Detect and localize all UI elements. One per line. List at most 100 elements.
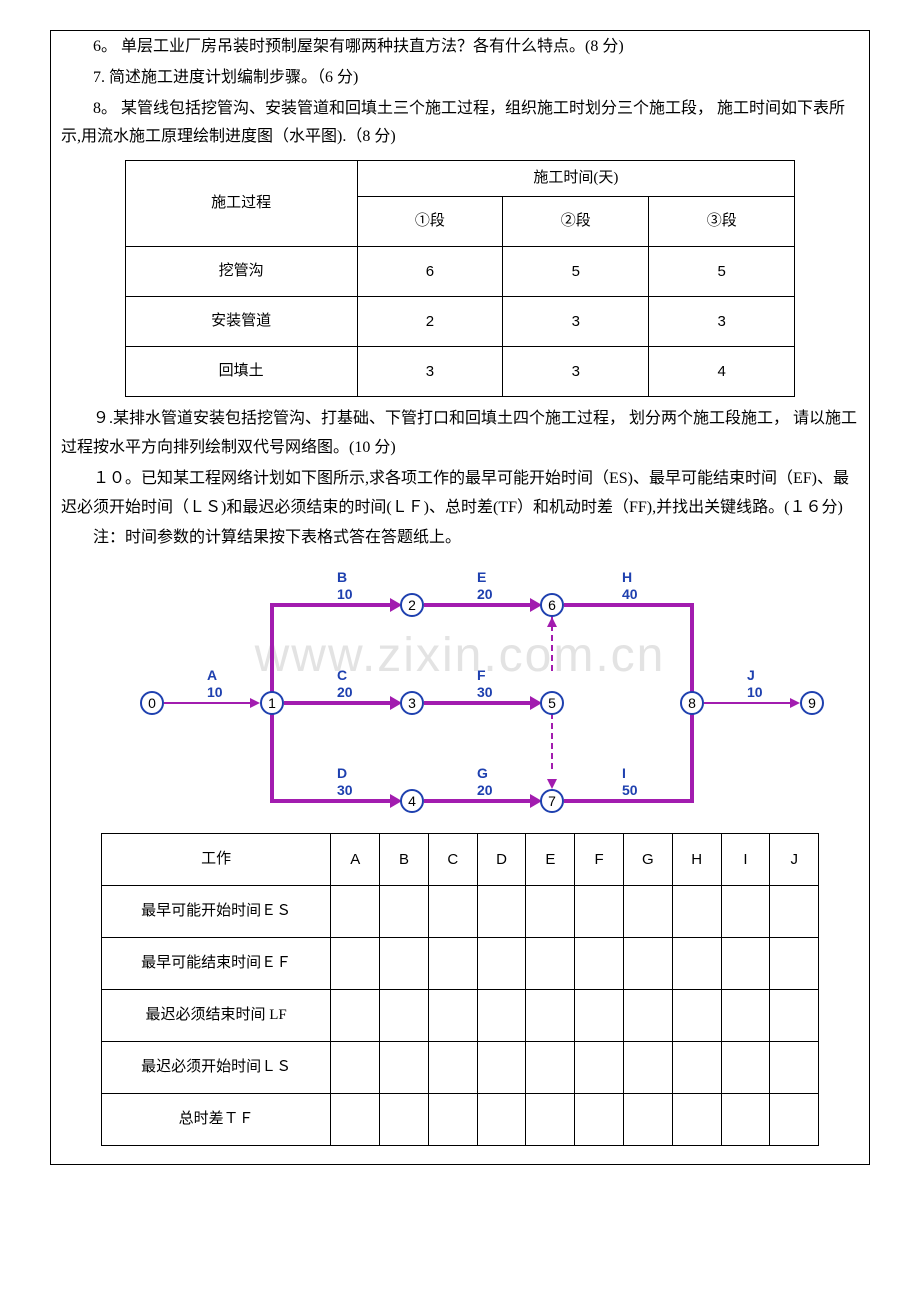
cell-empty <box>721 886 770 938</box>
cell-empty <box>770 1042 819 1094</box>
row3-name: 回填土 <box>125 347 357 397</box>
cell: 4 <box>649 347 795 397</box>
question-6: 6。 单层工业厂房吊装时预制屋架有哪两种扶直方法？各有什么特点。(8 分) <box>61 33 859 62</box>
node-2: 2 <box>400 593 424 617</box>
th-seg3: ③段 <box>649 197 795 247</box>
cell-empty <box>721 1042 770 1094</box>
cell-empty <box>331 990 380 1042</box>
cell: 2 <box>357 297 503 347</box>
question-10: １０。已知某工程网络计划如下图所示,求各项工作的最早可能开始时间（ES)、最早可… <box>61 465 859 523</box>
cell-empty <box>624 938 673 990</box>
cell-empty <box>428 990 477 1042</box>
node-1: 1 <box>260 691 284 715</box>
cell-empty <box>770 990 819 1042</box>
cell: 3 <box>649 297 795 347</box>
col-a: A <box>331 834 380 886</box>
cell-empty <box>770 938 819 990</box>
cell: 3 <box>357 347 503 397</box>
cell-empty <box>428 938 477 990</box>
row-es: 最早可能开始时间ＥＳ <box>101 886 331 938</box>
cell-empty <box>575 990 624 1042</box>
col-i: I <box>721 834 770 886</box>
node-4: 4 <box>400 789 424 813</box>
col-f: F <box>575 834 624 886</box>
cell-empty <box>624 990 673 1042</box>
cell-empty <box>526 1042 575 1094</box>
row1-name: 挖管沟 <box>125 247 357 297</box>
cell-empty <box>477 938 526 990</box>
col-j: J <box>770 834 819 886</box>
node-6: 6 <box>540 593 564 617</box>
node-7: 7 <box>540 789 564 813</box>
cell-empty <box>331 1042 380 1094</box>
row-ef: 最早可能结束时间ＥＦ <box>101 938 331 990</box>
cell-empty <box>428 1042 477 1094</box>
col-c: C <box>428 834 477 886</box>
question-7: 7. 简述施工进度计划编制步骤。（6 分) <box>61 64 859 93</box>
row-ls: 最迟必须开始时间ＬＳ <box>101 1042 331 1094</box>
row-lf: 最迟必须结束时间 LF <box>101 990 331 1042</box>
cell-empty <box>721 938 770 990</box>
row2-name: 安装管道 <box>125 297 357 347</box>
col-b: B <box>380 834 429 886</box>
cell-empty <box>331 1094 380 1146</box>
col-d: D <box>477 834 526 886</box>
time-params-table: 工作 A B C D E F G H I J 最早可能开始时间ＥＳ 最早可能结束… <box>101 833 819 1146</box>
cell-empty <box>624 1094 673 1146</box>
cell-empty <box>477 886 526 938</box>
cell-empty <box>721 990 770 1042</box>
cell-empty <box>672 886 721 938</box>
cell-empty <box>477 1042 526 1094</box>
cell-empty <box>624 886 673 938</box>
node-8: 8 <box>680 691 704 715</box>
cell: 3 <box>503 297 649 347</box>
node-9: 9 <box>800 691 824 715</box>
cell-empty <box>380 990 429 1042</box>
th-seg1: ①段 <box>357 197 503 247</box>
cell-empty <box>428 886 477 938</box>
cell-empty <box>380 886 429 938</box>
cell-empty <box>770 1094 819 1146</box>
page-border: 6。 单层工业厂房吊装时预制屋架有哪两种扶直方法？各有什么特点。(8 分) 7.… <box>50 30 870 1165</box>
node-3: 3 <box>400 691 424 715</box>
cell-empty <box>477 990 526 1042</box>
construction-time-table: 施工过程 施工时间(天) ①段 ②段 ③段 挖管沟 6 5 5 安装管道 2 3… <box>125 160 795 397</box>
cell-empty <box>575 1042 624 1094</box>
cell-empty <box>575 1094 624 1146</box>
col-h: H <box>672 834 721 886</box>
cell: 3 <box>503 347 649 397</box>
row-tf: 总时差ＴＦ <box>101 1094 331 1146</box>
cell-empty <box>526 886 575 938</box>
network-diagram: A10B10C20D30E20F30G20H40I50J100123456789 <box>110 563 810 823</box>
cell-empty <box>331 938 380 990</box>
cell-empty <box>428 1094 477 1146</box>
question-8: 8。 某管线包括挖管沟、安装管道和回填土三个施工过程，组织施工时划分三个施工段，… <box>61 95 859 153</box>
cell-empty <box>624 1042 673 1094</box>
cell-empty <box>672 938 721 990</box>
cell-empty <box>331 886 380 938</box>
th-process: 施工过程 <box>125 161 357 247</box>
note: 注：时间参数的计算结果按下表格式答在答题纸上。 <box>61 524 859 553</box>
cell-empty <box>672 1094 721 1146</box>
cell-empty <box>380 938 429 990</box>
cell: 6 <box>357 247 503 297</box>
cell-empty <box>526 990 575 1042</box>
node-0: 0 <box>140 691 164 715</box>
cell-empty <box>380 1042 429 1094</box>
col-e: E <box>526 834 575 886</box>
cell: 5 <box>649 247 795 297</box>
cell-empty <box>477 1094 526 1146</box>
diagram-container: www.zixin.com.cn A10B10C20D30E20F30G20H4… <box>61 563 859 823</box>
cell-empty <box>526 938 575 990</box>
cell-empty <box>575 938 624 990</box>
cell-empty <box>575 886 624 938</box>
cell-empty <box>380 1094 429 1146</box>
cell-empty <box>721 1094 770 1146</box>
question-9: ９.某排水管道安装包括挖管沟、打基础、下管打口和回填土四个施工过程， 划分两个施… <box>61 405 859 463</box>
content-area: 6。 单层工业厂房吊装时预制屋架有哪两种扶直方法？各有什么特点。(8 分) 7.… <box>51 33 869 1164</box>
node-5: 5 <box>540 691 564 715</box>
col-g: G <box>624 834 673 886</box>
cell-empty <box>526 1094 575 1146</box>
cell-empty <box>770 886 819 938</box>
cell-empty <box>672 1042 721 1094</box>
